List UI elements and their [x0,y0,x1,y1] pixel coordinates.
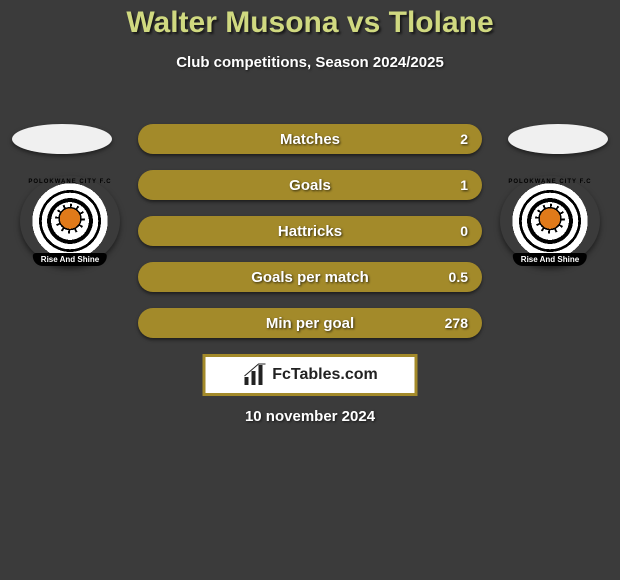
player1-club-badge: POLOKWANE CITY F.C Rise And Shine [20,176,120,266]
vs-text: vs [347,6,380,39]
brand-label: FcTables.com [272,366,378,384]
club-motto: Rise And Shine [513,253,587,266]
date-text: 10 november 2024 [0,408,620,425]
stat-value-right: 1 [460,170,468,200]
subtitle: Club competitions, Season 2024/2025 [0,54,620,71]
stat-row: Goals per match0.5 [138,262,482,292]
stat-label: Goals [138,170,482,200]
stat-row: Hattricks0 [138,216,482,246]
stat-label: Min per goal [138,308,482,338]
stat-value-right: 0.5 [449,262,468,292]
player2-avatar [508,124,608,154]
player2-club-badge: POLOKWANE CITY F.C Rise And Shine [500,176,600,266]
player2-name: Tlolane [389,6,494,39]
stat-value-right: 278 [445,308,468,338]
stat-label: Goals per match [138,262,482,292]
stat-bars: Matches2Goals1Hattricks0Goals per match0… [138,124,482,354]
infographic: Walter Musona vs Tlolane Club competitio… [0,0,620,445]
club-motto: Rise And Shine [33,253,107,266]
stat-row: Min per goal278 [138,308,482,338]
stat-value-right: 0 [460,216,468,246]
stat-label: Matches [138,124,482,154]
bar-chart-icon [242,363,266,387]
stat-label: Hattricks [138,216,482,246]
page-title: Walter Musona vs Tlolane [0,0,620,40]
player1-avatar [12,124,112,154]
comparison-area: POLOKWANE CITY F.C Rise And Shine POLOKW… [0,116,620,346]
stat-row: Goals1 [138,170,482,200]
brand-box: FcTables.com [203,354,418,396]
player1-name: Walter Musona [126,6,338,39]
stat-row: Matches2 [138,124,482,154]
stat-value-right: 2 [460,124,468,154]
